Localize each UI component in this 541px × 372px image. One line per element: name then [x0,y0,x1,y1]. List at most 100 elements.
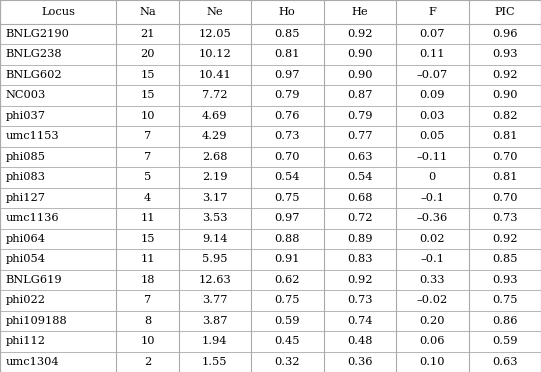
Text: 15: 15 [140,70,155,80]
Text: 0.90: 0.90 [347,70,373,80]
Text: 0.33: 0.33 [419,275,445,285]
Text: 0.83: 0.83 [347,254,373,264]
Text: 11: 11 [140,213,155,223]
Text: BNLG602: BNLG602 [5,70,62,80]
Text: 15: 15 [140,234,155,244]
Text: 0.63: 0.63 [492,357,518,367]
Text: 0.81: 0.81 [492,131,518,141]
Text: 0.62: 0.62 [274,275,300,285]
Text: 7.72: 7.72 [202,90,228,100]
Text: Na: Na [139,7,156,17]
Text: phi037: phi037 [5,111,45,121]
Text: 21: 21 [140,29,155,39]
Text: 0.79: 0.79 [274,90,300,100]
Text: 20: 20 [140,49,155,59]
Text: 0.48: 0.48 [347,336,373,346]
Text: 5.95: 5.95 [202,254,228,264]
Text: 0.75: 0.75 [274,295,300,305]
Text: Ho: Ho [279,7,295,17]
Text: 0.92: 0.92 [492,234,518,244]
Text: 0.74: 0.74 [347,316,373,326]
Text: –0.1: –0.1 [420,193,444,203]
Text: 0.36: 0.36 [347,357,373,367]
Text: 3.17: 3.17 [202,193,228,203]
Text: 0.20: 0.20 [419,316,445,326]
Text: 1.55: 1.55 [202,357,228,367]
Text: 0.06: 0.06 [419,336,445,346]
Text: 0.11: 0.11 [419,49,445,59]
Text: phi085: phi085 [5,152,45,162]
Text: 0.89: 0.89 [347,234,373,244]
Text: 0.76: 0.76 [274,111,300,121]
Text: 0.75: 0.75 [492,295,518,305]
Text: 0.88: 0.88 [274,234,300,244]
Text: 4.69: 4.69 [202,111,228,121]
Text: 11: 11 [140,254,155,264]
Text: 12.05: 12.05 [199,29,231,39]
Text: 7: 7 [144,131,151,141]
Text: 10.41: 10.41 [199,70,231,80]
Text: –0.02: –0.02 [417,295,448,305]
Text: 0.70: 0.70 [274,152,300,162]
Text: 3.87: 3.87 [202,316,228,326]
Text: 10: 10 [140,111,155,121]
Text: 0.85: 0.85 [492,254,518,264]
Text: phi109188: phi109188 [5,316,67,326]
Text: BNLG619: BNLG619 [5,275,62,285]
Text: 0.79: 0.79 [347,111,373,121]
Text: BNLG2190: BNLG2190 [5,29,69,39]
Text: 10.12: 10.12 [199,49,231,59]
Text: 0.70: 0.70 [492,193,518,203]
Text: 10: 10 [140,336,155,346]
Text: 0.32: 0.32 [274,357,300,367]
Text: 0.68: 0.68 [347,193,373,203]
Text: 0.03: 0.03 [419,111,445,121]
Text: 0.97: 0.97 [274,70,300,80]
Text: 0.70: 0.70 [492,152,518,162]
Text: 7: 7 [144,295,151,305]
Text: –0.36: –0.36 [417,213,448,223]
Text: 0.54: 0.54 [274,172,300,182]
Text: 0.90: 0.90 [492,90,518,100]
Text: 4: 4 [144,193,151,203]
Text: 0.07: 0.07 [419,29,445,39]
Text: Locus: Locus [41,7,75,17]
Text: 0.45: 0.45 [274,336,300,346]
Text: phi083: phi083 [5,172,45,182]
Text: 0: 0 [428,172,436,182]
Text: 7: 7 [144,152,151,162]
Text: 0.86: 0.86 [492,316,518,326]
Text: 18: 18 [140,275,155,285]
Text: 4.29: 4.29 [202,131,228,141]
Text: 0.96: 0.96 [492,29,518,39]
Text: 12.63: 12.63 [199,275,231,285]
Text: 2.68: 2.68 [202,152,228,162]
Text: 0.92: 0.92 [347,29,373,39]
Text: 0.05: 0.05 [419,131,445,141]
Text: –0.11: –0.11 [417,152,448,162]
Text: 1.94: 1.94 [202,336,228,346]
Text: 0.93: 0.93 [492,275,518,285]
Text: 0.02: 0.02 [419,234,445,244]
Text: umc1136: umc1136 [5,213,59,223]
Text: 0.59: 0.59 [492,336,518,346]
Text: 0.10: 0.10 [419,357,445,367]
Text: –0.1: –0.1 [420,254,444,264]
Text: 0.73: 0.73 [274,131,300,141]
Text: 3.53: 3.53 [202,213,228,223]
Text: 15: 15 [140,90,155,100]
Text: –0.07: –0.07 [417,70,448,80]
Text: 2.19: 2.19 [202,172,228,182]
Text: He: He [352,7,368,17]
Text: 0.90: 0.90 [347,49,373,59]
Text: phi054: phi054 [5,254,45,264]
Text: 0.92: 0.92 [492,70,518,80]
Text: 0.82: 0.82 [492,111,518,121]
Text: 0.81: 0.81 [492,172,518,182]
Text: 0.73: 0.73 [347,295,373,305]
Text: 0.97: 0.97 [274,213,300,223]
Text: 0.77: 0.77 [347,131,373,141]
Text: 0.75: 0.75 [274,193,300,203]
Text: 0.63: 0.63 [347,152,373,162]
Text: phi127: phi127 [5,193,45,203]
